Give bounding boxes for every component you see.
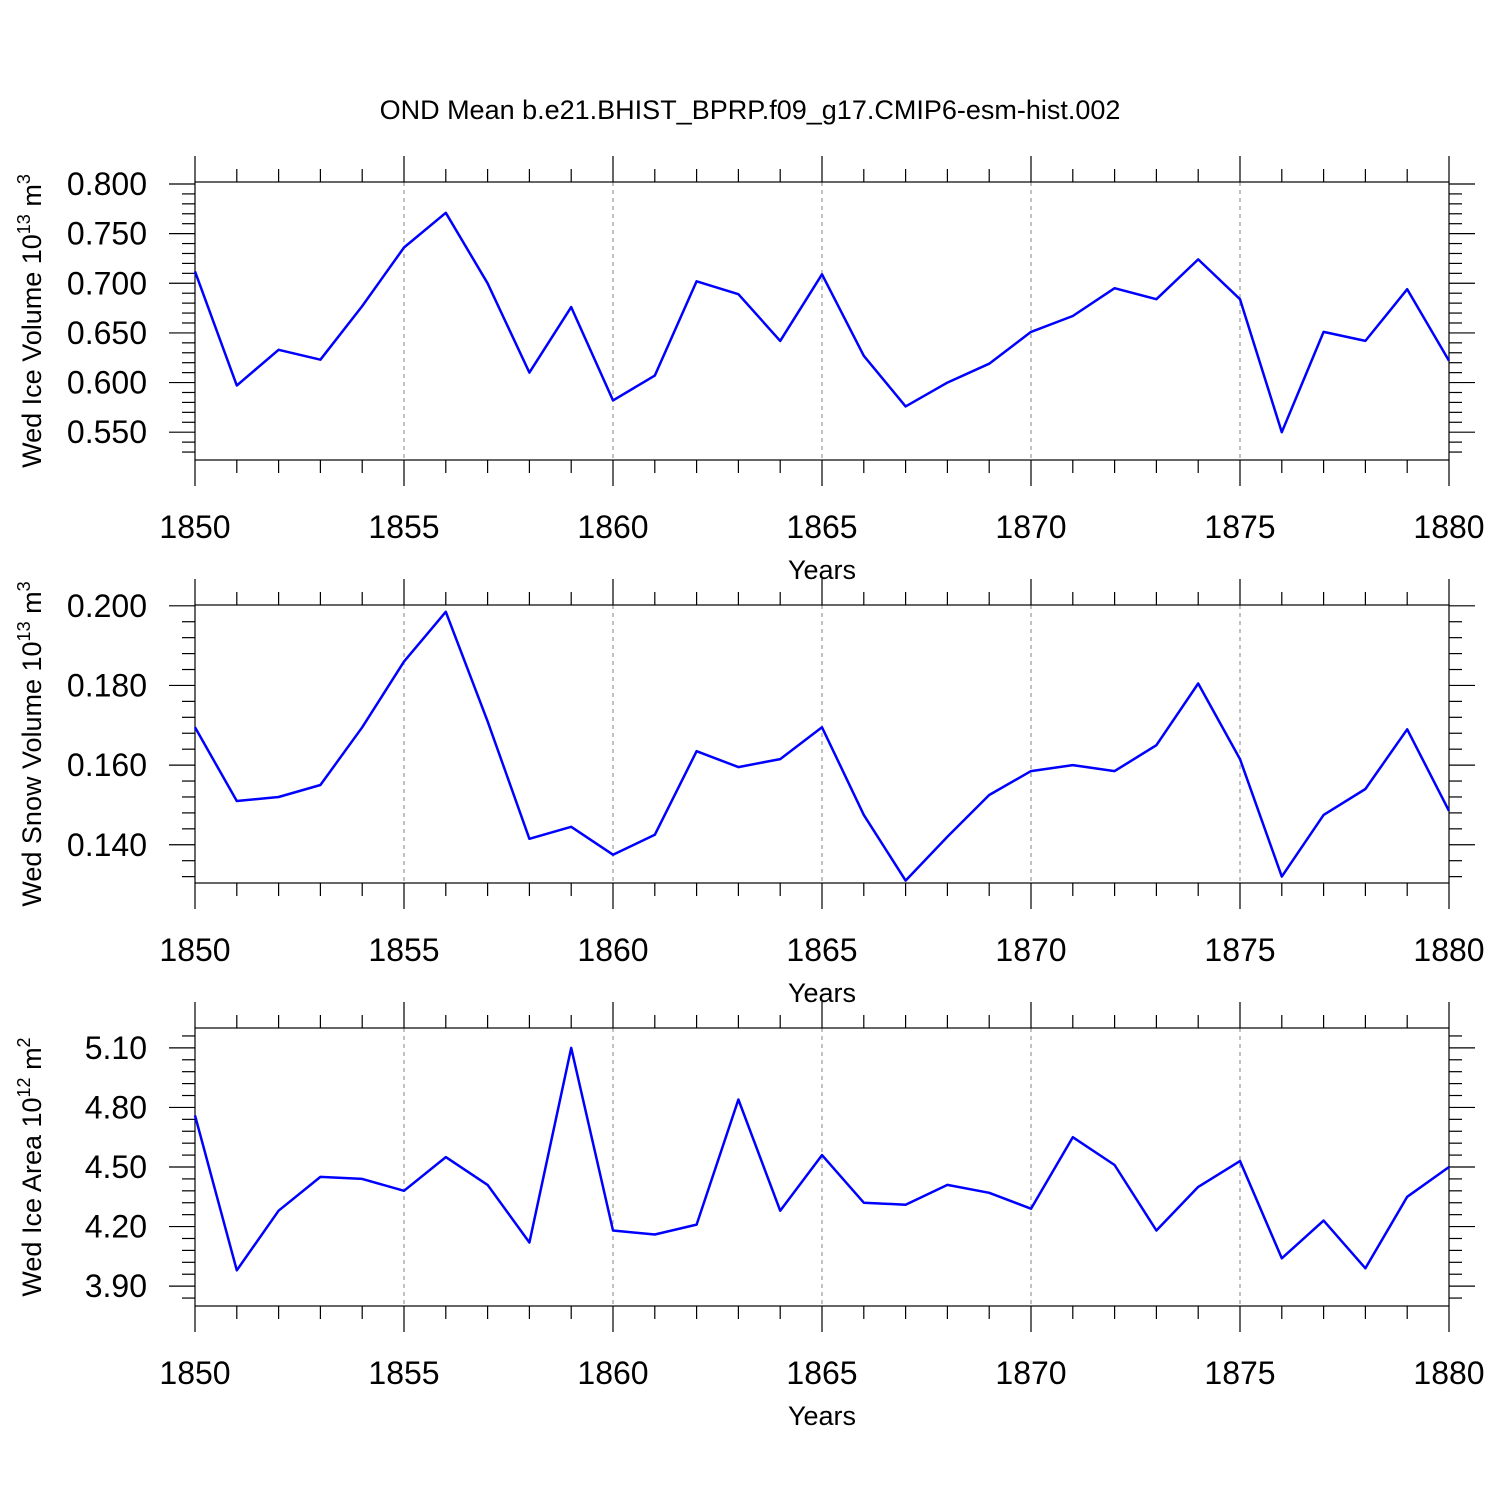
x-tick-label: 1865 bbox=[786, 932, 857, 968]
x-tick-label: 1860 bbox=[577, 932, 648, 968]
x-tick-label: 1850 bbox=[159, 932, 230, 968]
x-tick-label: 1850 bbox=[159, 1355, 230, 1391]
y-tick-label: 4.20 bbox=[85, 1209, 147, 1245]
y-title-exponent: 12 bbox=[14, 1077, 34, 1097]
y-tick-labels: 0.550 0.600 0.650 0.700 0.750 0.800 bbox=[67, 166, 147, 450]
panel-ice-volume: 1850 1855 1860 1865 1870 1875 1880 0.550… bbox=[14, 156, 1485, 585]
y-tick-label: 0.140 bbox=[67, 827, 147, 863]
y-title-main: Wed Ice Area 10 bbox=[17, 1097, 47, 1296]
y-title-main: Wed Ice Volume 10 bbox=[17, 234, 47, 468]
y-tick-labels: 0.140 0.160 0.180 0.200 bbox=[67, 588, 147, 863]
panel-ice-area: 1850 1855 1860 1865 1870 1875 1880 3.90 … bbox=[14, 1002, 1485, 1431]
y-axis-title: Wed Ice Area 1012 m2 bbox=[14, 1037, 47, 1296]
x-tick-label: 1870 bbox=[995, 509, 1066, 545]
x-tick-label: 1860 bbox=[577, 1355, 648, 1391]
series-line bbox=[193, 211, 1451, 434]
x-tick-labels: 1850 1855 1860 1865 1870 1875 1880 bbox=[159, 932, 1484, 968]
y-title-exponent: 13 bbox=[14, 214, 34, 234]
y-title-unit: m bbox=[17, 1047, 47, 1077]
x-tick-label: 1870 bbox=[995, 932, 1066, 968]
x-tick-label: 1865 bbox=[786, 509, 857, 545]
y-tick-label: 0.700 bbox=[67, 265, 147, 301]
series-line bbox=[193, 610, 1451, 882]
grid-lines bbox=[403, 182, 1241, 460]
plot-frame bbox=[194, 181, 1450, 461]
x-tick-label: 1855 bbox=[368, 932, 439, 968]
y-tick-label: 0.550 bbox=[67, 414, 147, 450]
y-title-unit-exponent: 3 bbox=[14, 581, 34, 591]
y-tick-label: 4.80 bbox=[85, 1089, 147, 1125]
x-tick-label: 1855 bbox=[368, 509, 439, 545]
tick-marks bbox=[169, 1002, 1475, 1332]
panel-snow-volume: 1850 1855 1860 1865 1870 1875 1880 0.140… bbox=[14, 579, 1485, 1008]
x-tick-label: 1875 bbox=[1204, 932, 1275, 968]
x-tick-label: 1875 bbox=[1204, 1355, 1275, 1391]
x-tick-labels: 1850 1855 1860 1865 1870 1875 1880 bbox=[159, 509, 1484, 545]
y-tick-label: 0.800 bbox=[67, 166, 147, 202]
y-tick-label: 5.10 bbox=[85, 1030, 147, 1066]
grid-lines bbox=[403, 1028, 1241, 1306]
y-title-main: Wed Snow Volume 10 bbox=[17, 641, 47, 906]
x-tick-label: 1850 bbox=[159, 509, 230, 545]
grid-lines bbox=[403, 605, 1241, 883]
y-tick-label: 0.160 bbox=[67, 747, 147, 783]
y-title-exponent: 13 bbox=[14, 621, 34, 641]
y-axis-title: Wed Ice Volume 1013 m3 bbox=[14, 174, 47, 468]
y-tick-label: 0.600 bbox=[67, 365, 147, 401]
y-axis-title: Wed Snow Volume 1013 m3 bbox=[14, 581, 47, 906]
x-tick-label: 1880 bbox=[1413, 1355, 1484, 1391]
y-title-unit-exponent: 3 bbox=[14, 174, 34, 184]
plot-frame bbox=[194, 604, 1450, 884]
x-tick-label: 1870 bbox=[995, 1355, 1066, 1391]
y-tick-label: 3.90 bbox=[85, 1268, 147, 1304]
y-title-unit: m bbox=[17, 591, 47, 621]
tick-marks bbox=[169, 156, 1475, 486]
y-title-unit-exponent: 2 bbox=[14, 1037, 34, 1047]
y-tick-label: 0.650 bbox=[67, 315, 147, 351]
x-tick-label: 1865 bbox=[786, 1355, 857, 1391]
x-tick-label: 1855 bbox=[368, 1355, 439, 1391]
tick-marks bbox=[169, 579, 1475, 909]
x-tick-label: 1880 bbox=[1413, 932, 1484, 968]
x-tick-labels: 1850 1855 1860 1865 1870 1875 1880 bbox=[159, 1355, 1484, 1391]
x-tick-label: 1875 bbox=[1204, 509, 1275, 545]
y-title-unit: m bbox=[17, 184, 47, 214]
y-tick-label: 0.200 bbox=[67, 588, 147, 624]
x-tick-label: 1860 bbox=[577, 509, 648, 545]
y-tick-label: 0.180 bbox=[67, 667, 147, 703]
series-line bbox=[193, 1046, 1450, 1272]
x-tick-label: 1880 bbox=[1413, 509, 1484, 545]
x-axis-title: Years bbox=[788, 1401, 856, 1431]
y-tick-label: 0.750 bbox=[67, 216, 147, 252]
y-tick-labels: 3.90 4.20 4.50 4.80 5.10 bbox=[85, 1030, 147, 1304]
y-tick-label: 4.50 bbox=[85, 1149, 147, 1185]
chart-title: OND Mean b.e21.BHIST_BPRP.f09_g17.CMIP6-… bbox=[380, 95, 1121, 125]
